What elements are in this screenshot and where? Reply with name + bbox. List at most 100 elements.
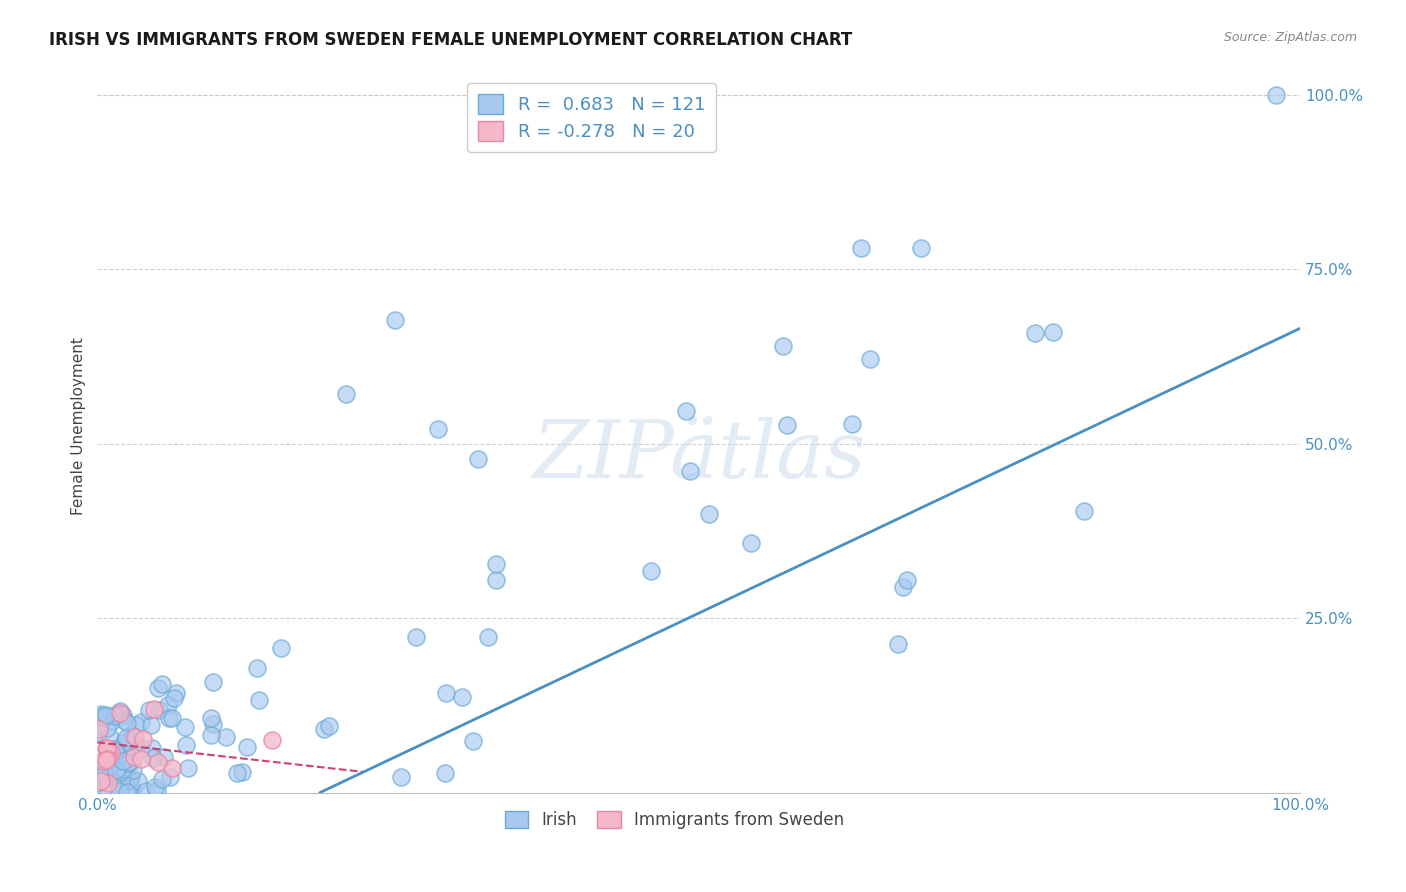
Point (104, 708, 127, 723)
Point (101, 714, 124, 728)
Point (115, 736, 138, 750)
Point (97, 785, 120, 799)
Point (86, 775, 108, 789)
Point (640, 565, 662, 579)
Text: IRISH VS IMMIGRANTS FROM SWEDEN FEMALE UNEMPLOYMENT CORRELATION CHART: IRISH VS IMMIGRANTS FROM SWEDEN FEMALE U… (49, 31, 852, 49)
Point (98, 730, 121, 744)
Point (160, 711, 183, 725)
Point (124, 730, 146, 744)
Point (118, 755, 141, 769)
Point (117, 756, 139, 770)
Point (97, 709, 120, 723)
Point (104, 742, 127, 756)
Point (115, 785, 138, 799)
Point (96, 740, 118, 755)
Point (122, 750, 145, 764)
Point (146, 783, 169, 797)
Point (141, 741, 163, 756)
Point (262, 733, 284, 747)
Point (108, 783, 131, 797)
Point (740, 535, 762, 549)
Point (112, 734, 135, 748)
Point (87, 722, 110, 736)
Point (94, 708, 117, 723)
Point (1042, 325, 1064, 339)
Point (96, 752, 118, 766)
Point (405, 630, 427, 644)
Point (887, 637, 910, 651)
Point (117, 781, 139, 796)
Point (98, 759, 121, 773)
Point (139, 718, 162, 732)
Point (117, 773, 139, 788)
Point (675, 404, 697, 418)
Point (131, 714, 153, 729)
Point (135, 783, 157, 797)
Point (122, 763, 145, 777)
Point (174, 738, 197, 752)
Point (103, 772, 125, 786)
Point (226, 765, 249, 780)
Point (96, 743, 118, 757)
Point (101, 758, 124, 772)
Point (112, 763, 135, 777)
Point (177, 762, 200, 776)
Point (132, 731, 155, 746)
Point (200, 711, 222, 725)
Point (115, 769, 138, 783)
Point (485, 557, 508, 571)
Point (100, 746, 122, 760)
Point (104, 750, 127, 764)
Point (467, 452, 489, 467)
Point (270, 641, 292, 656)
Point (93, 766, 115, 780)
Point (89, 771, 111, 785)
Point (1024, 326, 1046, 341)
Legend: Irish, Immigrants from Sweden: Irish, Immigrants from Sweden (498, 804, 851, 836)
Point (117, 716, 139, 731)
Point (157, 711, 180, 725)
Point (90, 763, 112, 777)
Point (231, 764, 253, 779)
Text: ZIPätlas: ZIPätlas (531, 417, 866, 494)
Point (112, 713, 135, 727)
Point (124, 738, 146, 752)
Point (1265, 87, 1288, 102)
Point (94, 753, 117, 767)
Point (143, 780, 166, 794)
Point (463, 734, 485, 748)
Point (159, 770, 181, 784)
Point (90, 773, 112, 788)
Point (434, 685, 457, 699)
Point (451, 690, 474, 704)
Point (107, 706, 129, 721)
Point (156, 698, 179, 712)
Point (146, 755, 169, 769)
Point (108, 706, 131, 721)
Point (124, 718, 146, 732)
Point (93, 772, 115, 786)
Point (772, 339, 794, 353)
Point (114, 766, 136, 780)
Point (153, 750, 176, 764)
Point (122, 782, 145, 797)
Point (910, 241, 932, 255)
Point (841, 417, 863, 432)
Point (162, 761, 184, 775)
Point (200, 728, 222, 742)
Point (678, 464, 700, 478)
Point (859, 351, 882, 366)
Point (384, 313, 406, 327)
Point (138, 702, 160, 716)
Point (335, 386, 357, 401)
Point (87, 725, 110, 739)
Point (173, 720, 195, 734)
Point (433, 766, 456, 780)
Point (896, 573, 918, 587)
Point (108, 780, 131, 795)
Point (103, 743, 125, 757)
Point (246, 661, 269, 675)
Point (849, 241, 872, 255)
Point (477, 630, 499, 644)
Point (148, 703, 170, 717)
